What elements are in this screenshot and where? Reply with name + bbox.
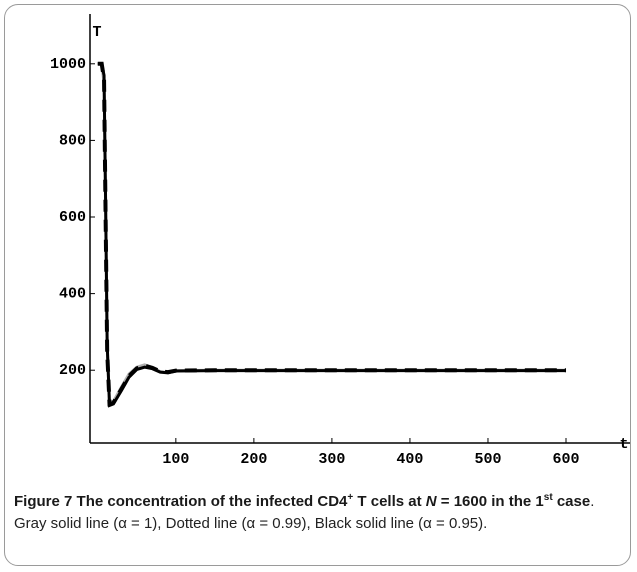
caption-part: st: [543, 492, 553, 503]
figure-label: Figure 7: [14, 493, 73, 510]
caption-part: N: [425, 493, 437, 510]
x-tick-label: 400: [396, 451, 423, 468]
x-tick-label: 600: [553, 451, 580, 468]
y-tick-label: 200: [59, 362, 86, 379]
y-axis-label: T: [92, 24, 101, 41]
x-tick-label: 300: [318, 451, 345, 468]
y-tick-label: 1000: [50, 56, 86, 73]
caption: Figure 7 The concentration of the infect…: [14, 491, 626, 535]
caption-part: The concentration of the infected CD4: [72, 493, 348, 510]
caption-text: . Gray solid line (α = 1), Dotted line (…: [14, 493, 595, 532]
caption-part: +: [347, 492, 354, 503]
line-series: [97, 62, 567, 404]
x-axis-label: t: [619, 436, 628, 453]
caption-part: = 1600 in the 1: [436, 493, 544, 510]
y-tick-label: 400: [59, 286, 86, 303]
line-series: [97, 61, 567, 407]
x-tick-label: 200: [240, 451, 267, 468]
y-tick-label: 800: [59, 132, 86, 149]
line-series: [97, 62, 567, 408]
caption-part: case: [552, 493, 591, 510]
figure-frame: [4, 4, 631, 566]
x-tick-label: 500: [474, 451, 501, 468]
caption-title: Figure 7 The concentration of the infect…: [14, 492, 591, 511]
caption-part: T cells at: [353, 493, 426, 510]
x-tick-label: 100: [162, 451, 189, 468]
y-tick-label: 600: [59, 209, 86, 226]
chart: T t 200 400 600 800 1000 100 200 300 400 500 600: [50, 14, 630, 468]
